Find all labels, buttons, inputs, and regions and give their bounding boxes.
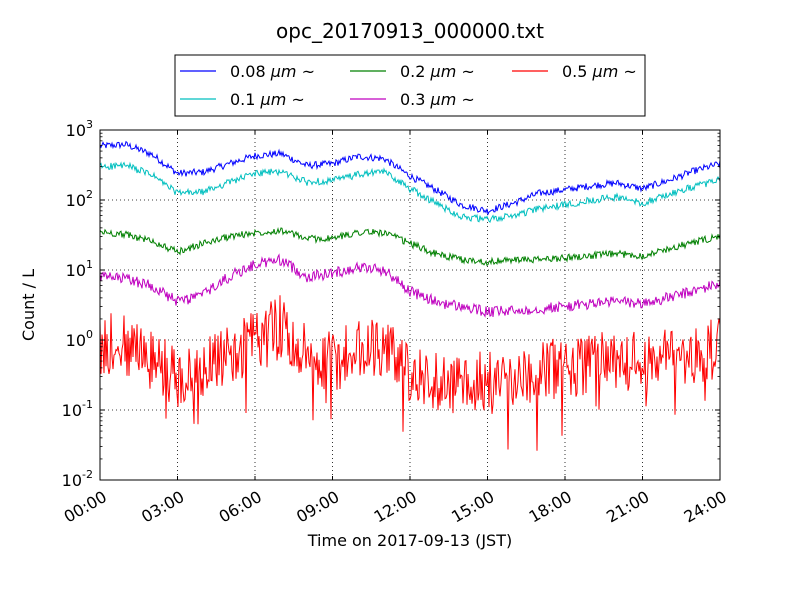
series-line-0_2 <box>99 226 721 267</box>
series-line-0_5 <box>99 295 721 451</box>
legend-label: 0.1 μm ~ <box>230 90 305 109</box>
y-tick-label: 101 <box>66 258 93 280</box>
series-line-0_08 <box>99 140 721 216</box>
y-tick-label: 103 <box>66 118 93 140</box>
legend-label: 0.3 μm ~ <box>400 90 475 109</box>
x-axis-label: Time on 2017-09-13 (JST) <box>307 531 512 550</box>
grid-lines <box>100 130 720 480</box>
y-tick-label: 10-2 <box>62 468 93 490</box>
series-line-0_1 <box>99 161 721 224</box>
legend-label: 0.5 μm ~ <box>562 62 637 81</box>
legend-label: 0.2 μm ~ <box>400 62 475 81</box>
series-group <box>99 140 721 451</box>
y-axis-label: Count / L <box>19 269 38 341</box>
legend-label: 0.08 μm ~ <box>230 62 315 81</box>
y-tick-label: 10-1 <box>62 398 93 420</box>
legend-box <box>174 54 646 117</box>
series-line-0_3 <box>99 253 721 318</box>
chart-title: opc_20170913_000000.txt <box>276 19 544 43</box>
legend: 0.08 μm ~ 0.1 μm ~ 0.2 μm ~ 0.3 μm ~ 0.5 μm … <box>174 54 646 117</box>
y-tick-label: 100 <box>66 328 93 350</box>
y-tick-label: 102 <box>66 188 93 210</box>
